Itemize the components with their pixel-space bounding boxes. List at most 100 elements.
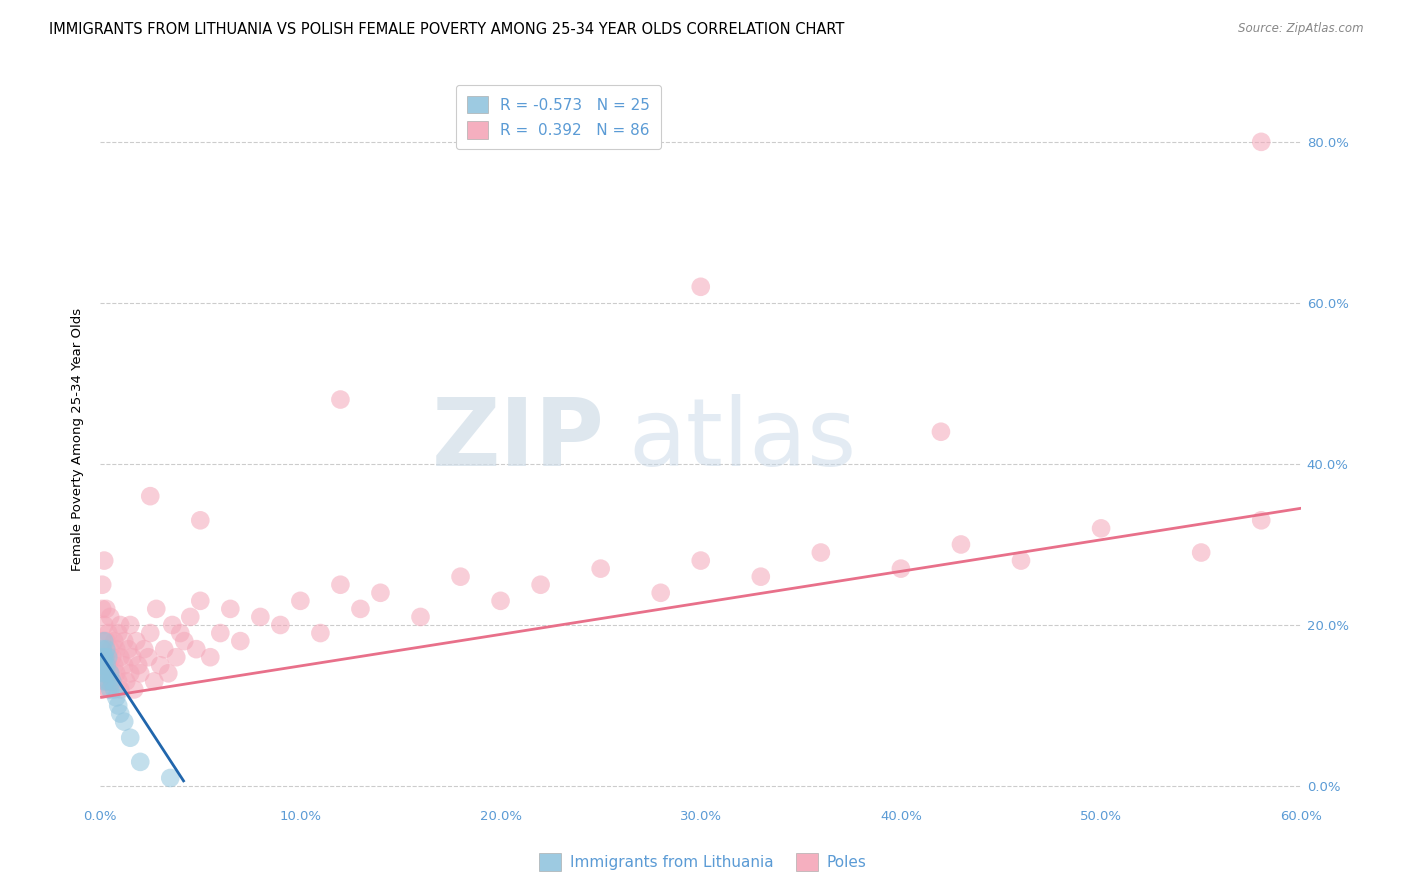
- Point: [650, 586, 672, 600]
- Point: [93, 650, 115, 665]
- Point: [96, 642, 118, 657]
- Point: [110, 706, 132, 721]
- Point: [749, 570, 772, 584]
- Text: ZIP: ZIP: [432, 393, 605, 486]
- Point: [97, 682, 120, 697]
- Point: [110, 682, 132, 697]
- Point: [91, 578, 114, 592]
- Point: [97, 626, 120, 640]
- Point: [98, 642, 121, 657]
- Point: [125, 634, 148, 648]
- Point: [91, 634, 114, 648]
- Point: [209, 626, 232, 640]
- Point: [1090, 521, 1112, 535]
- Point: [90, 650, 112, 665]
- Point: [290, 594, 312, 608]
- Point: [129, 666, 152, 681]
- Point: [122, 682, 145, 697]
- Point: [1250, 513, 1272, 527]
- Point: [96, 674, 118, 689]
- Point: [96, 658, 118, 673]
- Legend: Immigrants from Lithuania, Poles: Immigrants from Lithuania, Poles: [533, 847, 873, 877]
- Point: [269, 618, 291, 632]
- Point: [143, 674, 166, 689]
- Point: [93, 666, 115, 681]
- Point: [97, 674, 120, 689]
- Point: [1010, 553, 1032, 567]
- Point: [101, 674, 124, 689]
- Point: [349, 602, 371, 616]
- Point: [94, 650, 117, 665]
- Point: [157, 666, 180, 681]
- Point: [120, 618, 142, 632]
- Point: [93, 658, 115, 673]
- Point: [120, 731, 142, 745]
- Text: IMMIGRANTS FROM LITHUANIA VS POLISH FEMALE POVERTY AMONG 25-34 YEAR OLDS CORRELA: IMMIGRANTS FROM LITHUANIA VS POLISH FEMA…: [49, 22, 845, 37]
- Point: [105, 666, 128, 681]
- Point: [162, 618, 184, 632]
- Text: atlas: atlas: [628, 393, 856, 486]
- Y-axis label: Female Poverty Among 25-34 Year Olds: Female Poverty Among 25-34 Year Olds: [72, 309, 84, 572]
- Point: [110, 650, 132, 665]
- Point: [949, 537, 972, 551]
- Point: [98, 666, 121, 681]
- Point: [91, 642, 114, 657]
- Point: [98, 610, 121, 624]
- Point: [329, 578, 352, 592]
- Point: [91, 658, 114, 673]
- Point: [136, 650, 159, 665]
- Point: [409, 610, 432, 624]
- Point: [96, 634, 118, 648]
- Point: [309, 626, 332, 640]
- Text: Source: ZipAtlas.com: Source: ZipAtlas.com: [1239, 22, 1364, 36]
- Point: [127, 658, 149, 673]
- Point: [329, 392, 352, 407]
- Point: [159, 771, 181, 785]
- Point: [96, 602, 118, 616]
- Point: [105, 642, 128, 657]
- Point: [529, 578, 551, 592]
- Point: [91, 682, 114, 697]
- Point: [145, 602, 167, 616]
- Point: [93, 553, 115, 567]
- Point: [219, 602, 242, 616]
- Point: [173, 634, 195, 648]
- Point: [139, 489, 162, 503]
- Point: [107, 698, 129, 713]
- Point: [200, 650, 222, 665]
- Point: [91, 602, 114, 616]
- Point: [229, 634, 252, 648]
- Point: [91, 666, 114, 681]
- Point: [153, 642, 176, 657]
- Point: [103, 658, 125, 673]
- Point: [1250, 135, 1272, 149]
- Point: [97, 658, 120, 673]
- Point: [169, 626, 191, 640]
- Point: [101, 674, 124, 689]
- Point: [179, 610, 201, 624]
- Point: [98, 682, 121, 697]
- Point: [97, 650, 120, 665]
- Point: [120, 666, 142, 681]
- Point: [129, 755, 152, 769]
- Point: [489, 594, 512, 608]
- Point: [810, 545, 832, 559]
- Point: [186, 642, 208, 657]
- Point: [96, 666, 118, 681]
- Point: [188, 513, 211, 527]
- Legend: R = -0.573   N = 25, R =  0.392   N = 86: R = -0.573 N = 25, R = 0.392 N = 86: [456, 85, 661, 149]
- Point: [589, 561, 612, 575]
- Point: [929, 425, 952, 439]
- Point: [98, 666, 121, 681]
- Point: [370, 586, 392, 600]
- Point: [93, 674, 115, 689]
- Point: [112, 714, 135, 729]
- Point: [149, 658, 172, 673]
- Point: [107, 626, 129, 640]
- Point: [121, 650, 143, 665]
- Point: [165, 650, 187, 665]
- Point: [105, 690, 128, 705]
- Point: [249, 610, 271, 624]
- Point: [890, 561, 912, 575]
- Point: [107, 674, 129, 689]
